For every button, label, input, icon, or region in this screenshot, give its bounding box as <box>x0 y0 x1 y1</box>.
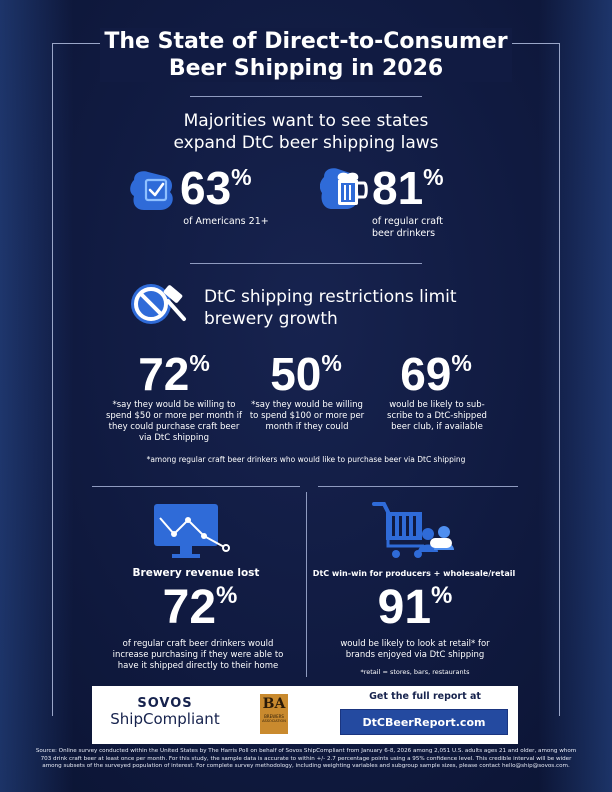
stat-69-label-line3: beer club, if available <box>391 422 483 432</box>
stat-72b-label-line3: have it shipped directly to their home <box>117 661 279 671</box>
stat-91-number: 91 <box>377 581 432 634</box>
stat-69-label: would be likely to sub- scribe to a DtC-… <box>376 400 498 433</box>
frame-right <box>559 43 560 716</box>
cta-panel: SOVOS ShipCompliant BA BREWERS ASSOCIATI… <box>92 686 518 744</box>
stat-72-label: *say they would be willing to spend $50 … <box>96 400 252 444</box>
source-note: Source: Online survey conducted within t… <box>28 748 584 771</box>
section1-heading: Majorities want to see states expand DtC… <box>120 110 492 154</box>
stat-69-value: 69% <box>380 350 492 398</box>
declining-chart-monitor-icon <box>154 504 230 558</box>
sovos-logo: SOVOS ShipCompliant <box>106 696 224 728</box>
brewers-association-logo: BA BREWERS ASSOCIATION <box>260 694 288 734</box>
frame-left <box>52 43 53 716</box>
stat-72-label-line3: they could purchase craft beer <box>108 422 240 432</box>
stat-81-percent: % <box>423 164 444 191</box>
report-url-button[interactable]: DtCBeerReport.com <box>340 709 508 735</box>
stat-50-label-line1: *say they would be willing <box>251 400 363 410</box>
stat-81-value: 81% <box>372 164 444 212</box>
stat-69-number: 69 <box>400 348 452 400</box>
stat-50-label-line2: to spend $100 or more per <box>249 411 365 421</box>
ba-text-line1: BREWERS <box>264 714 284 719</box>
revenue-lost-heading: Brewery revenue lost <box>132 567 260 579</box>
divider-bottom-left <box>92 486 300 487</box>
stat-72b-value: 72% <box>130 582 270 634</box>
stat-63-value: 63% <box>180 164 252 212</box>
stat-72b-label: of regular craft beer drinkers would inc… <box>100 639 296 672</box>
stat-69-percent: % <box>451 350 472 377</box>
stat-81-label-line2: beer drinkers <box>372 228 436 239</box>
stat-69-label-line1: would be likely to sub- <box>389 400 485 410</box>
stat-50-number: 50 <box>270 348 322 400</box>
stat-63-label: of Americans 21+ <box>183 216 269 227</box>
section2-footnote: *among regular craft beer drinkers who w… <box>146 455 466 464</box>
divider-middle <box>190 263 422 264</box>
stat-63-percent: % <box>231 164 252 191</box>
no-gavel-icon <box>131 284 186 324</box>
divider-vertical <box>306 492 307 677</box>
section2-heading-line2: brewery growth <box>204 309 338 329</box>
stat-72-label-line2: spend $50 or more per month if <box>105 411 243 421</box>
source-line2: 703 drink craft beer at least once per m… <box>40 755 572 762</box>
stat-72-number: 72 <box>138 348 190 400</box>
source-line1: Source: Online survey conducted within t… <box>35 748 577 754</box>
stat-91-label: would be likely to look at retail* for b… <box>320 639 510 661</box>
divider-top <box>190 96 422 97</box>
stat-72-percent: % <box>189 350 210 377</box>
stat-69-label-line2: scribe to a DtC-shipped <box>387 411 487 421</box>
source-line3: among subsets of the surveyed population… <box>42 763 570 769</box>
stat-72-label-line1: *say they would be willing to <box>112 400 236 410</box>
stat-50-percent: % <box>321 350 342 377</box>
checkbox-vote-icon <box>130 171 173 210</box>
stat-50-label-line3: month if they could <box>265 422 349 432</box>
stat-91-percent: % <box>431 582 453 610</box>
stat-63-number: 63 <box>180 162 232 214</box>
stat-50-value: 50% <box>250 350 362 398</box>
section2-heading: DtC shipping restrictions limit brewery … <box>204 286 504 330</box>
stat-81-label-line1: of regular craft <box>372 216 444 227</box>
stat-91-label-line1: would be likely to look at retail* for <box>340 639 490 649</box>
shopping-cart-people-icon <box>372 502 454 558</box>
stat-72b-label-line1: of regular craft beer drinkers would <box>122 639 274 649</box>
beer-mug-icon <box>320 168 368 209</box>
section1-heading-line2: expand DtC beer shipping laws <box>173 133 439 153</box>
frame-top-left <box>52 43 102 44</box>
stat-91-label-line2: brands enjoyed via DtC shipping <box>345 650 485 660</box>
shipcompliant-wordmark: ShipCompliant <box>110 710 220 728</box>
section2-heading-line1: DtC shipping restrictions limit <box>204 287 457 307</box>
get-report-text: Get the full report at <box>369 691 481 702</box>
frame-top-right <box>510 43 560 44</box>
stat-72b-number: 72 <box>162 581 217 634</box>
title-line-1: The State of Direct-to-Consumer <box>104 29 508 54</box>
stat-50-label: *say they would be willing to spend $100… <box>246 400 368 433</box>
stat-72b-percent: % <box>216 582 238 610</box>
section1-heading-line1: Majorities want to see states <box>183 111 429 131</box>
win-win-heading: DtC win-win for producers + wholesale/re… <box>312 569 516 578</box>
stat-72-value: 72% <box>114 350 234 398</box>
stat-91-value: 91% <box>345 582 485 634</box>
stat-81-number: 81 <box>372 162 424 214</box>
title-line-2: Beer Shipping in 2026 <box>168 56 444 81</box>
stat-72-label-line4: via DtC shipping <box>139 433 209 443</box>
ba-text-line2: ASSOCIATION <box>262 719 286 723</box>
ba-letters: BA <box>262 696 286 712</box>
page-title: The State of Direct-to-Consumer Beer Shi… <box>100 28 512 82</box>
retail-footnote: *retail = stores, bars, restaurants <box>360 668 470 676</box>
sovos-wordmark: SOVOS <box>137 696 193 711</box>
divider-bottom-right <box>318 486 518 487</box>
stat-81-label: of regular craft beer drinkers <box>372 216 482 240</box>
stat-72b-label-line2: increase purchasing if they were able to <box>112 650 284 660</box>
